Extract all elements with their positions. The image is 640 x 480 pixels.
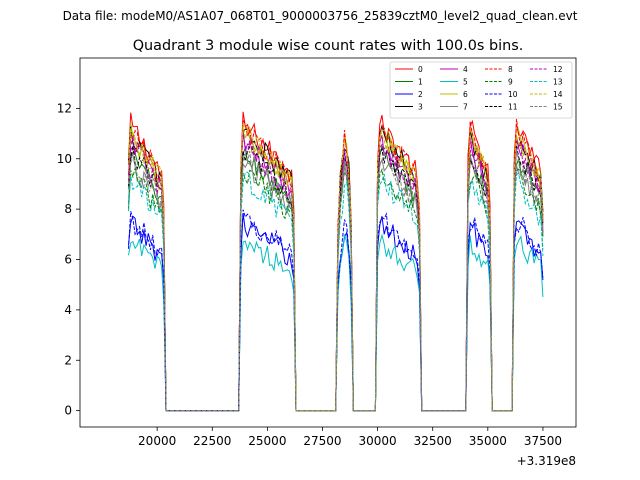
x-axis: 20000 22500 25000 27500 30000 32500 35000 37500 [138, 427, 562, 448]
x-tick-label: 30000 [359, 434, 397, 448]
legend-label: 7 [463, 103, 468, 112]
y-tick-label: 2 [64, 353, 72, 367]
legend-label: 6 [463, 90, 468, 99]
y-tick-label: 12 [57, 101, 72, 115]
y-tick-label: 10 [57, 152, 72, 166]
legend-label: 13 [553, 78, 563, 87]
legend-box [389, 61, 573, 119]
x-tick-label: 20000 [138, 434, 176, 448]
legend-label: 5 [463, 78, 468, 87]
legend-label: 11 [508, 103, 518, 112]
legend-label: 10 [508, 90, 518, 99]
y-axis: 0 2 4 6 8 10 12 [57, 101, 80, 418]
y-tick-label: 8 [64, 202, 72, 216]
legend-label: 2 [418, 90, 423, 99]
legend-label: 3 [418, 103, 423, 112]
legend-label: 4 [463, 65, 468, 74]
legend-label: 15 [553, 103, 563, 112]
series-layer [128, 111, 544, 412]
y-tick-label: 4 [64, 303, 72, 317]
chart-title: Quadrant 3 module wise count rates with … [133, 38, 524, 54]
x-offset-label: +3.319e8 [517, 454, 576, 468]
x-tick-label: 35000 [469, 434, 507, 448]
x-tick-label: 25000 [248, 434, 286, 448]
x-tick-label: 37500 [524, 434, 562, 448]
axes-frame [79, 57, 577, 428]
suptitle: Data file: modeM0/AS1A07_068T01_90000037… [63, 9, 578, 23]
y-tick-label: 0 [64, 404, 72, 418]
legend-label: 12 [553, 65, 563, 74]
series-line-15 [128, 148, 544, 412]
x-tick-label: 22500 [193, 434, 231, 448]
legend-label: 1 [418, 78, 423, 87]
legend-label: 14 [553, 90, 563, 99]
y-tick-label: 6 [64, 253, 72, 267]
legend-label: 0 [418, 65, 423, 74]
legend-label: 8 [508, 65, 513, 74]
legend-label: 9 [508, 78, 513, 87]
x-tick-label: 27500 [303, 434, 341, 448]
x-tick-label: 32500 [414, 434, 452, 448]
